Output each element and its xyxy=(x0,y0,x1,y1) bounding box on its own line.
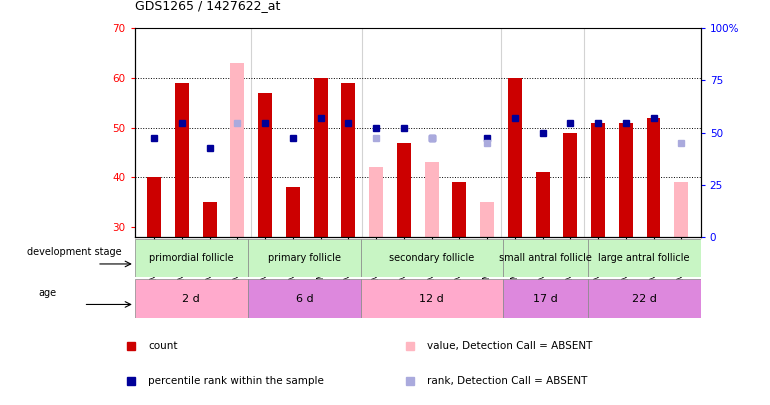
Bar xyxy=(675,182,688,237)
Text: GDS1265 / 1427622_at: GDS1265 / 1427622_at xyxy=(135,0,280,12)
Bar xyxy=(503,279,588,318)
Bar xyxy=(480,202,494,237)
Bar xyxy=(258,93,272,237)
Bar xyxy=(230,63,244,237)
Bar xyxy=(286,187,300,237)
Bar xyxy=(203,202,216,237)
Text: primary follicle: primary follicle xyxy=(268,253,341,263)
Text: development stage: development stage xyxy=(27,247,122,258)
Bar xyxy=(369,167,383,237)
Bar xyxy=(591,123,605,237)
Text: secondary follicle: secondary follicle xyxy=(390,253,474,263)
Bar xyxy=(425,162,439,237)
Bar xyxy=(175,83,189,237)
Bar xyxy=(503,239,588,277)
Text: count: count xyxy=(149,341,178,351)
Text: 17 d: 17 d xyxy=(533,294,557,304)
Text: percentile rank within the sample: percentile rank within the sample xyxy=(149,376,324,386)
Bar xyxy=(508,78,522,237)
Bar xyxy=(397,143,410,237)
Bar xyxy=(341,83,355,237)
Bar xyxy=(147,177,161,237)
Text: 2 d: 2 d xyxy=(182,294,200,304)
Bar xyxy=(647,118,661,237)
Bar xyxy=(248,279,361,318)
Text: 22 d: 22 d xyxy=(631,294,657,304)
Text: primordial follicle: primordial follicle xyxy=(149,253,233,263)
Bar xyxy=(361,279,503,318)
Text: large antral follicle: large antral follicle xyxy=(598,253,690,263)
Bar xyxy=(313,78,327,237)
Text: age: age xyxy=(38,288,56,298)
Text: value, Detection Call = ABSENT: value, Detection Call = ABSENT xyxy=(427,341,593,351)
Text: 12 d: 12 d xyxy=(420,294,444,304)
Bar xyxy=(135,239,248,277)
Bar xyxy=(135,279,248,318)
Text: 6 d: 6 d xyxy=(296,294,313,304)
Bar xyxy=(361,239,503,277)
Text: small antral follicle: small antral follicle xyxy=(499,253,591,263)
Bar xyxy=(248,239,361,277)
Bar xyxy=(453,182,467,237)
Bar xyxy=(588,279,701,318)
Bar xyxy=(564,133,578,237)
Bar xyxy=(619,123,633,237)
Text: rank, Detection Call = ABSENT: rank, Detection Call = ABSENT xyxy=(427,376,588,386)
Bar xyxy=(588,239,701,277)
Bar xyxy=(536,173,550,237)
